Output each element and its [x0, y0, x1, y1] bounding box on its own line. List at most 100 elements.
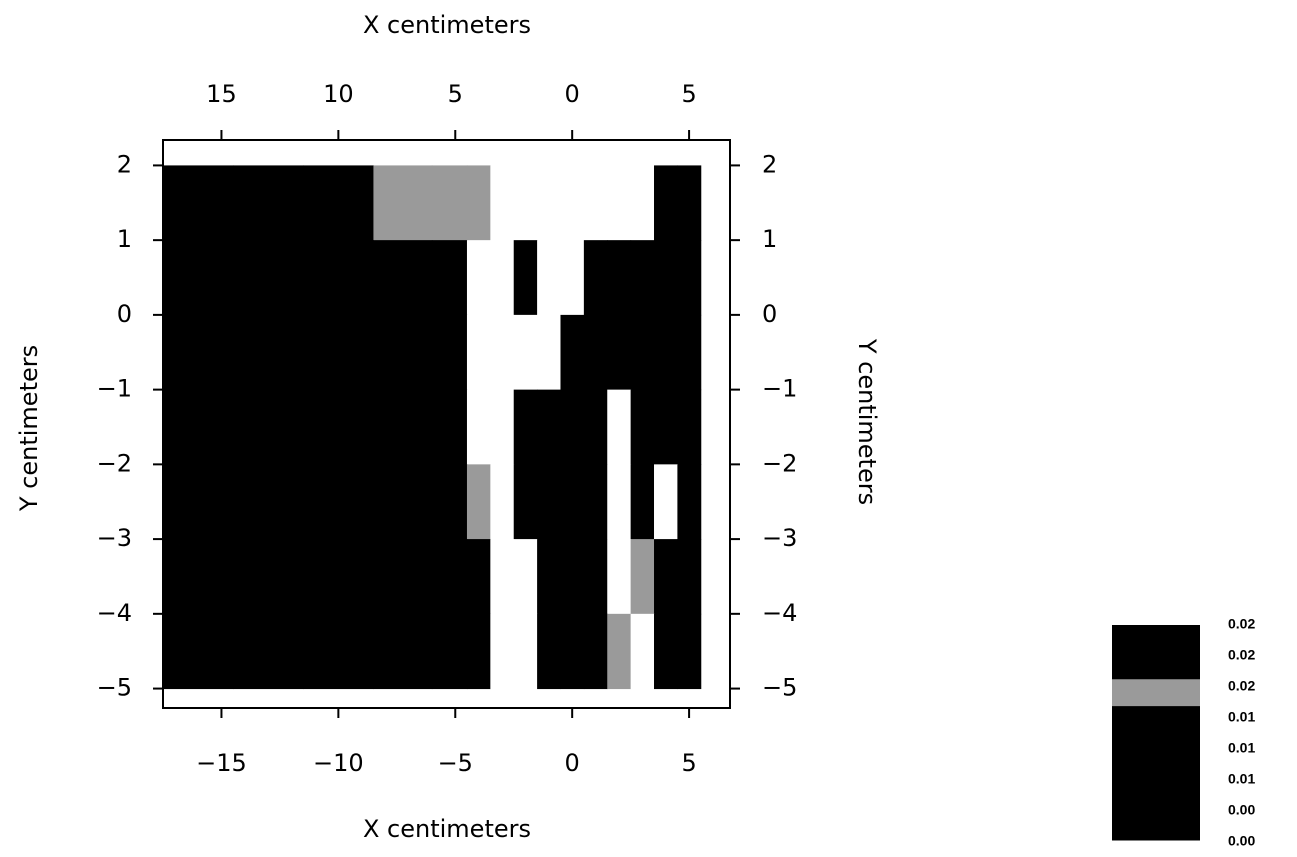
contour-cell — [431, 464, 468, 540]
contour-cell — [466, 464, 491, 540]
right-tick-label: −4 — [762, 599, 797, 627]
x-tick-label: 5 — [681, 749, 696, 777]
colorbar-band — [1112, 678, 1200, 707]
contour-cell — [490, 240, 515, 316]
contour-cell — [513, 240, 538, 316]
contour-cell — [490, 389, 515, 465]
contour-cell — [583, 464, 608, 540]
contour-cell — [490, 314, 515, 391]
contour-cell — [607, 389, 632, 465]
x-tick-label: −5 — [438, 749, 473, 777]
colorbar-label: 0.02 — [1228, 678, 1255, 694]
contour-cell — [490, 464, 515, 540]
colorbar-band — [1112, 813, 1200, 841]
contour-cell — [537, 165, 561, 241]
contour-cell — [630, 539, 655, 615]
colorbar-label: 0.01 — [1228, 740, 1255, 756]
colorbar-label: 0.02 — [1228, 616, 1255, 632]
contour-cell — [607, 240, 632, 316]
top-tick-label: 15 — [206, 80, 237, 108]
contour-cell — [560, 165, 585, 241]
x-tick-label: −15 — [196, 749, 247, 777]
contour-cell — [607, 464, 632, 540]
contour-cell — [630, 613, 655, 690]
contour-cell — [677, 539, 702, 615]
colorbar-band — [1112, 759, 1200, 787]
contour-cell — [513, 613, 538, 690]
y-tick-label: 0 — [117, 300, 132, 328]
contour-cell — [560, 240, 585, 316]
contour-cell — [607, 314, 632, 391]
y-tick-label: −5 — [97, 674, 132, 702]
contour-cell — [513, 389, 538, 465]
contour-cell — [233, 165, 304, 241]
contour-cell — [537, 389, 561, 465]
top-tick-label: 10 — [323, 80, 354, 108]
contour-cell — [373, 539, 433, 615]
contour-cell — [431, 165, 468, 241]
colorbar-band — [1112, 786, 1200, 814]
contour-cell — [583, 240, 608, 316]
y-tick-label: −3 — [97, 524, 132, 552]
contour-cell — [490, 539, 515, 615]
right-tick-label: −1 — [762, 375, 797, 403]
contour-cell — [654, 165, 678, 241]
contour-cell — [303, 464, 374, 540]
contour-cell — [233, 613, 304, 690]
right-tick-label: 2 — [762, 150, 777, 178]
contour-cell — [373, 240, 433, 316]
contour-cell — [537, 539, 561, 615]
contour-cell — [537, 240, 561, 316]
contour-cell — [373, 464, 433, 540]
contour-cell — [163, 464, 234, 540]
contour-cell — [373, 613, 433, 690]
contour-cell — [513, 464, 538, 540]
contour-cell — [654, 613, 678, 690]
contour-cell — [303, 613, 374, 690]
contour-cell — [607, 613, 632, 690]
contour-cell — [677, 389, 702, 465]
colorbar-band — [1112, 625, 1200, 653]
contour-cell — [607, 165, 632, 241]
contour-cell — [233, 464, 304, 540]
contour-cell — [583, 389, 608, 465]
contour-cell — [654, 539, 678, 615]
contour-cell — [630, 464, 655, 540]
contour-cell — [373, 314, 433, 391]
contour-cell — [163, 165, 234, 241]
contour-cell — [163, 613, 234, 690]
y-tick-label: −4 — [97, 599, 132, 627]
contour-cell — [537, 464, 561, 540]
contour-cell — [303, 539, 374, 615]
colorbar-band — [1112, 705, 1200, 733]
contour-cell — [677, 613, 702, 690]
contour-cell — [233, 314, 304, 391]
y-tick-label: −1 — [97, 375, 132, 403]
contour-cell — [466, 613, 491, 690]
contour-cell — [373, 165, 433, 241]
contour-cell — [583, 165, 608, 241]
contour-cell — [630, 240, 655, 316]
contour-cell — [583, 613, 608, 690]
colorbar-label: 0.01 — [1228, 771, 1255, 787]
top-tick-label: 5 — [681, 80, 696, 108]
contour-cell — [583, 314, 608, 391]
contour-cell — [163, 539, 234, 615]
contour-cell — [654, 240, 678, 316]
contour-cell — [431, 314, 468, 391]
contour-cell — [677, 240, 702, 316]
contour-cell — [431, 389, 468, 465]
contour-cell — [233, 389, 304, 465]
contour-cell — [513, 539, 538, 615]
contour-cell — [654, 464, 678, 540]
contour-cell — [303, 389, 374, 465]
contour-cell — [654, 389, 678, 465]
y-tick-label: 1 — [117, 225, 132, 253]
contour-cell — [373, 389, 433, 465]
y-axis-label: Y centimeters — [15, 345, 43, 512]
contour-cell — [466, 314, 491, 391]
colorbar-label: 0.00 — [1228, 802, 1255, 818]
contour-cell — [513, 314, 538, 391]
